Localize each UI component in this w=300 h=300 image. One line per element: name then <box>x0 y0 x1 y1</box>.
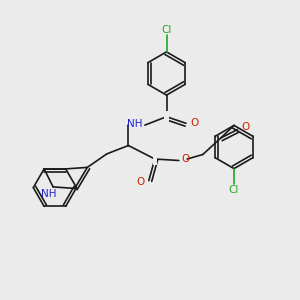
Text: Cl: Cl <box>229 184 239 195</box>
Text: O: O <box>242 122 250 132</box>
Text: O: O <box>181 154 190 164</box>
Text: NH: NH <box>127 118 142 129</box>
Text: O: O <box>136 177 145 187</box>
Text: Cl: Cl <box>161 25 172 35</box>
Text: O: O <box>190 118 199 128</box>
Text: NH: NH <box>41 189 56 200</box>
